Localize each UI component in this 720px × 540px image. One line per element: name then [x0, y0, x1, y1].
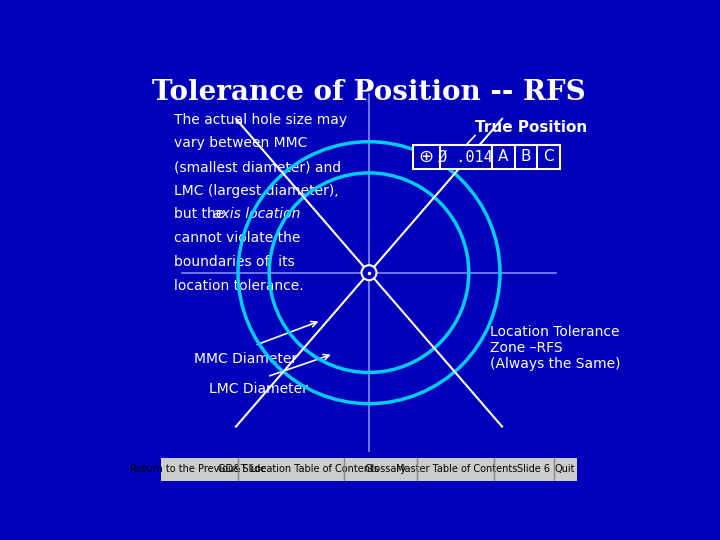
Text: but the: but the — [174, 207, 228, 221]
Text: axis location: axis location — [214, 207, 301, 221]
Text: Glossary: Glossary — [364, 464, 407, 474]
FancyBboxPatch shape — [413, 145, 560, 168]
Text: Slide 6: Slide 6 — [517, 464, 550, 474]
Text: Tolerance of Position -- RFS: Tolerance of Position -- RFS — [152, 79, 586, 106]
Text: B: B — [521, 149, 531, 164]
Text: Location Tolerance
Zone –RFS
(Always the Same): Location Tolerance Zone –RFS (Always the… — [490, 325, 620, 371]
Text: MMC Diameter: MMC Diameter — [194, 352, 297, 366]
Text: cannot violate the: cannot violate the — [174, 231, 300, 245]
Text: vary between MMC: vary between MMC — [174, 136, 307, 150]
Text: Quit: Quit — [554, 464, 575, 474]
Text: C: C — [544, 149, 554, 164]
Text: (smallest diameter) and: (smallest diameter) and — [174, 160, 341, 174]
Text: GD&T Location Table of Contents: GD&T Location Table of Contents — [218, 464, 379, 474]
Text: LMC (largest diameter),: LMC (largest diameter), — [174, 184, 338, 198]
Text: location tolerance.: location tolerance. — [174, 279, 303, 293]
Text: The actual hole size may: The actual hole size may — [174, 113, 347, 126]
Text: boundaries of  its: boundaries of its — [174, 255, 294, 269]
Text: Master Table of Contents: Master Table of Contents — [395, 464, 517, 474]
FancyBboxPatch shape — [161, 458, 577, 481]
Text: LMC Diameter: LMC Diameter — [209, 382, 307, 396]
Text: Ø .014: Ø .014 — [438, 149, 493, 164]
Text: Return to the Previous Slide: Return to the Previous Slide — [130, 464, 266, 474]
Text: A: A — [498, 149, 508, 164]
Text: ⊕: ⊕ — [418, 148, 433, 166]
Circle shape — [361, 265, 377, 280]
Text: True Position: True Position — [475, 120, 588, 134]
